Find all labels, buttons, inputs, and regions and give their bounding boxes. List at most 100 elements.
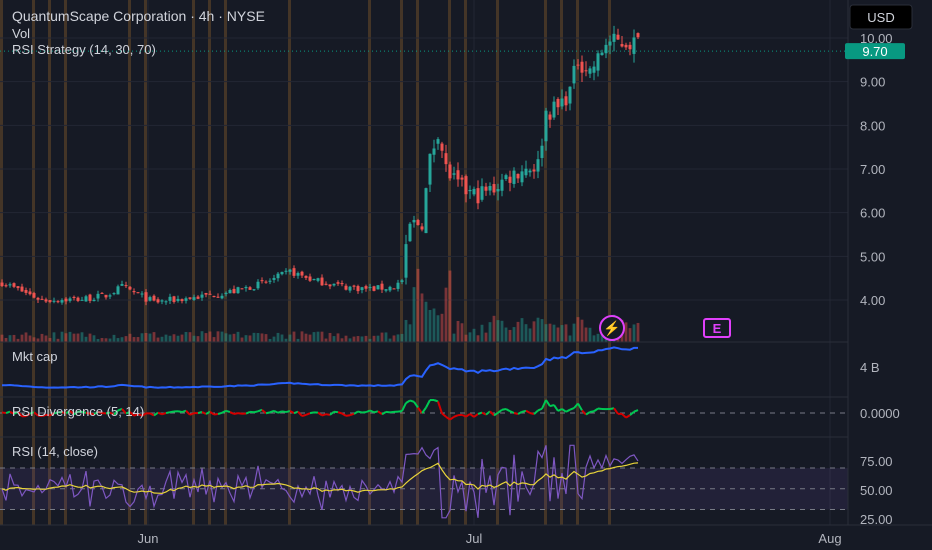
candle [632, 29, 636, 63]
rsi-tick: 50.00 [860, 483, 893, 498]
signal-stripe [560, 0, 563, 525]
candle [440, 141, 444, 158]
divergence-segment [517, 410, 523, 415]
volume-bar [156, 337, 160, 342]
divergence-segment [133, 413, 139, 417]
price-tick-label: 6.00 [860, 206, 885, 221]
volume-bar [48, 337, 52, 342]
candle [584, 61, 588, 77]
volume-bar [416, 268, 420, 342]
candle [416, 218, 420, 226]
signal-stripe [64, 0, 67, 525]
candle [368, 283, 372, 291]
volume-bar [464, 334, 468, 342]
candle [276, 271, 280, 282]
earnings-event-marker[interactable]: E [703, 318, 731, 338]
volume-bar [36, 338, 40, 342]
divergence-segment [369, 409, 375, 414]
volume-bar [292, 331, 296, 342]
candle [412, 215, 416, 228]
candle [404, 234, 408, 285]
volume-bar [424, 301, 428, 342]
volume-bar [296, 338, 300, 342]
candle [348, 285, 352, 293]
volume-bar [472, 328, 476, 342]
candle [364, 284, 368, 292]
divergence-segment [81, 410, 87, 414]
divergence-segment [541, 399, 547, 410]
candle [12, 282, 16, 289]
candle [232, 285, 236, 294]
candle [360, 286, 364, 294]
volume-bar [84, 336, 88, 342]
volume-bar [476, 335, 480, 342]
candle [596, 50, 600, 77]
divergence-segment [237, 412, 243, 415]
candle [428, 153, 432, 192]
signal-stripe [208, 0, 211, 525]
candle [236, 286, 240, 294]
divergence-segment [521, 409, 527, 413]
candle [224, 291, 228, 297]
divergence-segment [509, 410, 515, 414]
divergence-segment [397, 410, 403, 413]
divergence-segment [309, 411, 315, 415]
divergence-segment [225, 409, 231, 414]
divergence-segment [329, 410, 335, 416]
candle [616, 28, 620, 41]
candlestick-series [0, 25, 640, 306]
candle [524, 160, 528, 178]
candle [392, 288, 396, 290]
volume-bar [376, 335, 380, 342]
volume-bar [628, 328, 632, 342]
volume-bar [400, 333, 404, 342]
divergence-segment [153, 411, 159, 417]
signal-stripe [0, 0, 3, 525]
candle [8, 282, 12, 288]
divergence-segment [421, 407, 427, 414]
volume-bar [328, 332, 332, 342]
volume-bar [584, 327, 588, 342]
candle [192, 294, 196, 301]
candle [336, 280, 340, 286]
volume-bar [236, 331, 240, 342]
candle [184, 296, 188, 304]
volume-bar [152, 332, 156, 342]
divergence-segment [413, 401, 419, 409]
volume-bar [188, 332, 192, 342]
divergence-segment [465, 413, 471, 418]
divergence-segment [177, 410, 183, 414]
price-tick-label: 7.00 [860, 162, 885, 177]
divergence-segment [125, 411, 131, 415]
volume-bar [500, 320, 504, 342]
divergence-segment [201, 411, 207, 415]
divergence-segment [609, 407, 615, 410]
volume-bar [112, 334, 116, 342]
volume-bar [444, 287, 448, 342]
candle [216, 293, 220, 298]
volume-bar [180, 334, 184, 342]
divergence-segment [357, 410, 363, 414]
mkt-cap-value: 4 B [860, 360, 880, 375]
volume-bar [108, 338, 112, 342]
volume-bar [32, 337, 36, 342]
candle [292, 265, 296, 279]
dividend-event-marker[interactable]: ⚡ [599, 315, 625, 341]
candle [500, 173, 504, 197]
candle [324, 281, 328, 286]
divergence-segment [481, 411, 487, 416]
last-price-badge: 9.70 [845, 43, 905, 60]
price-axis[interactable]: 10.00 9.00 8.00 7.00 6.00 5.00 4.00 [860, 31, 893, 308]
divergence-segment [577, 402, 583, 411]
signal-stripe [416, 0, 419, 525]
rsi-divergence-panel [0, 399, 848, 421]
candle [156, 297, 160, 304]
candle [168, 293, 172, 305]
volume-bar [460, 323, 464, 342]
signal-stripe [288, 0, 291, 525]
divergence-segment [545, 399, 551, 407]
signal-stripe [400, 0, 403, 525]
currency-button[interactable]: USD [849, 4, 913, 30]
divergence-segment [165, 411, 171, 415]
